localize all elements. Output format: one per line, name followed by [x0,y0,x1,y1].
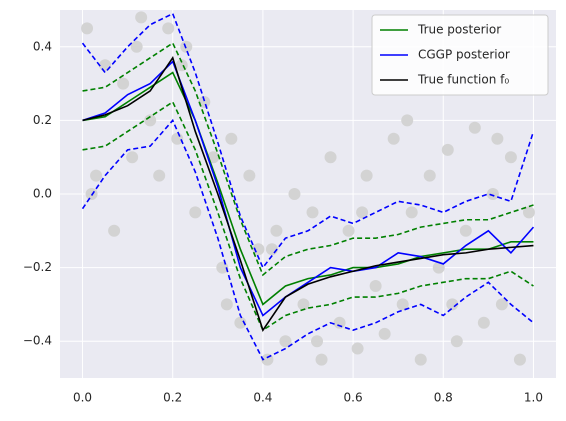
scatter-point [459,224,472,237]
scatter-point [270,224,283,237]
axes: 0.0 0.2 0.4 0.6 0.8 1.0 −0.4 −0.2 0.0 0.2 0.4 [23,39,543,404]
y-tick-label: 0.0 [33,187,52,201]
scatter-point [423,169,436,182]
band-line [81,118,534,361]
scatter-point [135,11,148,24]
scatter-point [306,206,319,219]
scatter-point [504,151,517,164]
scatter-point [378,327,391,340]
scatter-point [288,188,301,200]
x-tick-label: 0.8 [434,391,453,405]
series-line [82,60,535,317]
scatter-point [405,206,418,219]
x-tick-label: 0.4 [253,391,272,405]
x-tick-label: 1.0 [524,391,543,405]
scatter-point [432,261,445,274]
scatter-point [342,224,355,237]
scatter-point [441,143,454,156]
scatter-point [324,151,337,164]
scatter-point [356,206,369,219]
scatter-point [189,206,202,219]
scatter-point [126,151,139,164]
scatter-point [468,121,481,134]
scatter-point [315,353,328,366]
y-tick-label: −0.2 [23,260,52,274]
scatter-point [414,353,427,366]
scatter-point [387,132,400,145]
scatter-point [450,335,463,348]
scatter-point [279,335,292,348]
scatter-point [90,169,103,182]
scatter-point [311,335,324,348]
scatter-point [144,114,157,127]
legend-label: CGGP posterior [418,48,510,62]
scatter-point [234,316,247,329]
scatter-point [396,298,409,311]
scatter-point [486,188,499,200]
legend: True posterior CGGP posterior True functio… [371,14,549,96]
scatter-point [198,96,211,108]
y-tick-label: −0.4 [23,334,52,348]
scatter-point [491,132,504,145]
scatter-point [369,280,382,292]
scatter-point [220,298,233,311]
scatter-point [153,169,166,182]
scatter-point [81,22,94,35]
legend-box [371,14,549,96]
x-tick-label: 0.2 [163,391,182,405]
scatter-point [225,132,238,145]
scatter-point [495,298,508,311]
scatter-point [243,169,256,182]
scatter-point [162,22,175,35]
scatter-point [401,114,414,127]
x-tick-label: 0.6 [344,391,363,405]
scatter-point [360,169,373,182]
scatter-point [108,224,121,237]
plot [81,11,535,366]
scatter-point [85,188,98,200]
scatter-point [130,40,143,53]
scatter-point [446,298,459,311]
scatter-point [333,316,346,329]
series-line [82,71,534,306]
band-line [81,12,535,270]
scatter-point [522,206,535,219]
scatter-point [216,261,229,274]
x-tick-label: 0.0 [73,391,92,405]
y-tick-label: 0.4 [33,39,52,53]
scatter-point [513,353,526,366]
legend-label: True posterior [417,23,501,37]
band-line [82,100,534,332]
scatter-point [117,77,130,90]
legend-label: True function f₀ [417,73,509,87]
scatter-point [351,342,364,355]
scatter-point [99,59,112,72]
scatter-point [297,298,310,311]
scatter-point [477,316,490,329]
series-line [82,56,534,332]
y-tick-label: 0.2 [33,113,52,127]
scatter-point [171,132,184,145]
